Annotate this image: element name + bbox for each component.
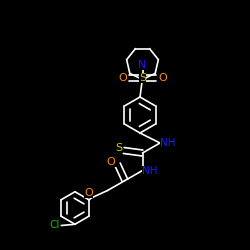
Text: N: N [138,60,147,70]
Text: O: O [84,188,93,198]
Text: O: O [158,73,167,83]
Text: S: S [115,143,122,153]
Text: NH: NH [142,166,158,175]
Text: S: S [139,73,146,83]
Text: O: O [107,157,116,167]
Text: NH: NH [160,138,175,148]
Text: O: O [118,73,127,83]
Text: Cl: Cl [50,220,60,230]
